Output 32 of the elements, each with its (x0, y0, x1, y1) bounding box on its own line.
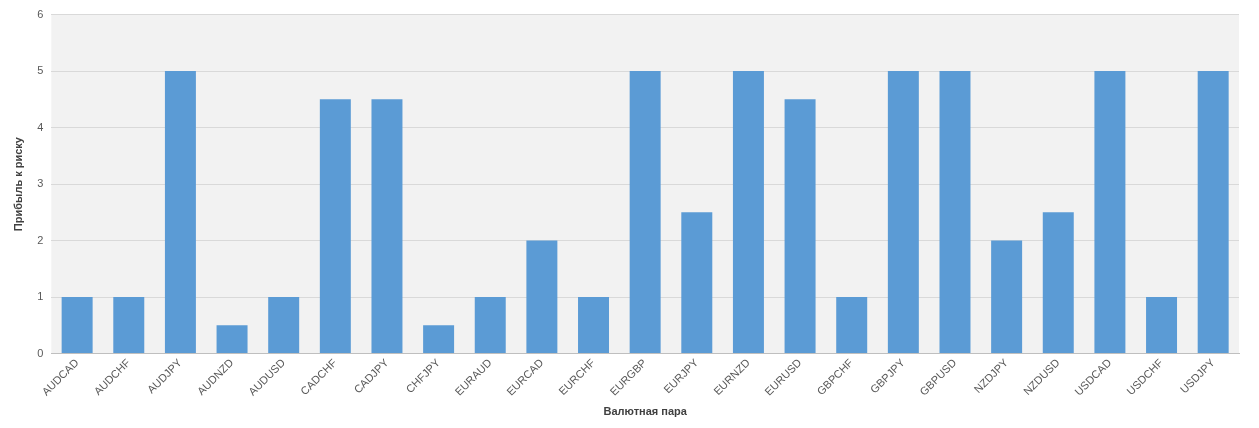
bar (578, 297, 610, 354)
bar (216, 325, 248, 354)
bar (681, 212, 713, 354)
y-tick-label: 6 (37, 7, 44, 20)
bar (732, 71, 764, 354)
bar (164, 71, 196, 354)
x-axis-title: Валютная пара (603, 405, 688, 418)
bar (887, 71, 919, 354)
y-axis-title: Прибыль к риску (11, 136, 24, 232)
y-tick-label: 5 (37, 64, 44, 77)
bar (784, 99, 816, 354)
bar (423, 325, 455, 354)
y-tick-label: 3 (37, 177, 44, 190)
bar (268, 297, 300, 354)
y-tick-label: 1 (37, 290, 44, 303)
bar (61, 297, 93, 354)
bar (1094, 71, 1126, 354)
bar (629, 71, 661, 354)
bar (526, 240, 558, 354)
y-tick-label: 4 (37, 120, 44, 133)
y-tick-label: 0 (37, 346, 44, 359)
bar (1197, 71, 1229, 354)
bar (113, 297, 145, 354)
bar (939, 71, 971, 354)
bar (371, 99, 403, 354)
bar (1042, 212, 1074, 354)
bar (991, 240, 1023, 354)
bar (836, 297, 868, 354)
bar (319, 99, 351, 354)
bar (1146, 297, 1178, 354)
y-tick-label: 2 (37, 233, 44, 246)
bar (474, 297, 506, 354)
